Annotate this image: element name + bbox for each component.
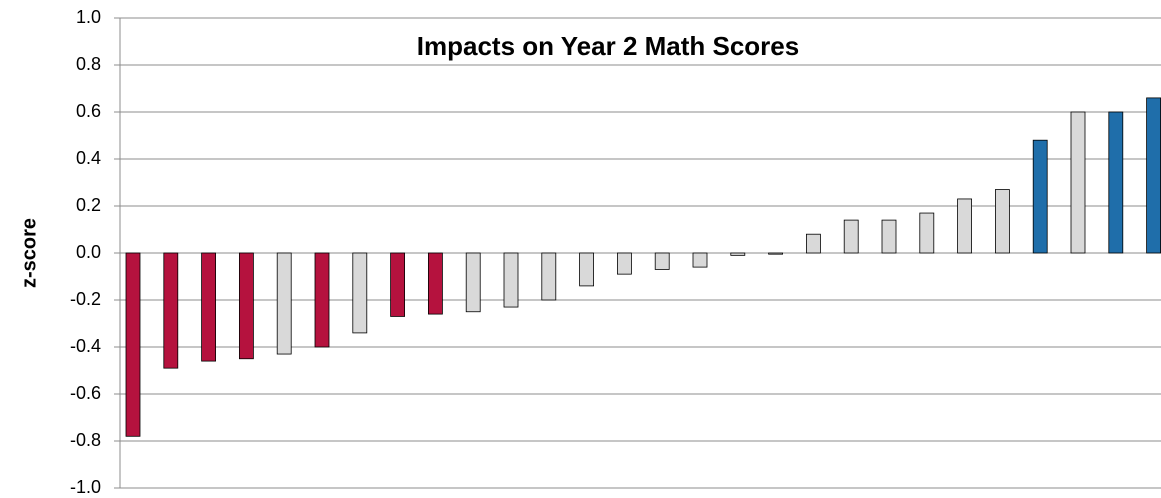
bar	[806, 233, 821, 254]
bar	[768, 252, 783, 255]
bar	[843, 219, 859, 254]
chart-title: Impacts on Year 2 Math Scores	[417, 31, 799, 61]
y-tick-label: -1.0	[70, 477, 101, 497]
bar	[692, 252, 708, 268]
bar	[276, 252, 292, 355]
y-tick-label: 0.6	[76, 101, 101, 121]
bar	[995, 189, 1010, 254]
y-tick-label: -0.8	[70, 430, 101, 450]
bar	[163, 252, 179, 369]
bar	[390, 252, 406, 317]
bar	[654, 252, 670, 270]
bar	[730, 252, 746, 256]
y-tick-label: 0.8	[76, 54, 101, 74]
bar	[957, 198, 972, 254]
y-tick-label: 0.2	[76, 195, 101, 215]
bar	[238, 252, 254, 360]
bar	[352, 252, 368, 334]
bar	[617, 252, 632, 275]
bar	[919, 212, 935, 254]
y-tick-label: 0.4	[76, 148, 101, 168]
bar	[1070, 111, 1086, 254]
y-tick-label: 1.0	[76, 7, 101, 27]
bar	[579, 252, 594, 287]
bar	[201, 252, 217, 362]
bar	[1108, 111, 1124, 254]
bar	[541, 252, 557, 301]
bar	[503, 252, 519, 308]
bar	[1146, 97, 1161, 254]
y-tick-label: -0.4	[70, 336, 101, 356]
bar	[314, 252, 330, 348]
bar	[1032, 139, 1048, 254]
bar	[465, 252, 481, 313]
bar	[125, 252, 141, 437]
bar	[881, 219, 897, 254]
y-axis-label: z-score	[18, 218, 40, 288]
bar	[427, 252, 443, 315]
y-tick-label: -0.6	[70, 383, 101, 403]
y-tick-label: 0.0	[76, 242, 101, 262]
y-tick-label: -0.2	[70, 289, 101, 309]
